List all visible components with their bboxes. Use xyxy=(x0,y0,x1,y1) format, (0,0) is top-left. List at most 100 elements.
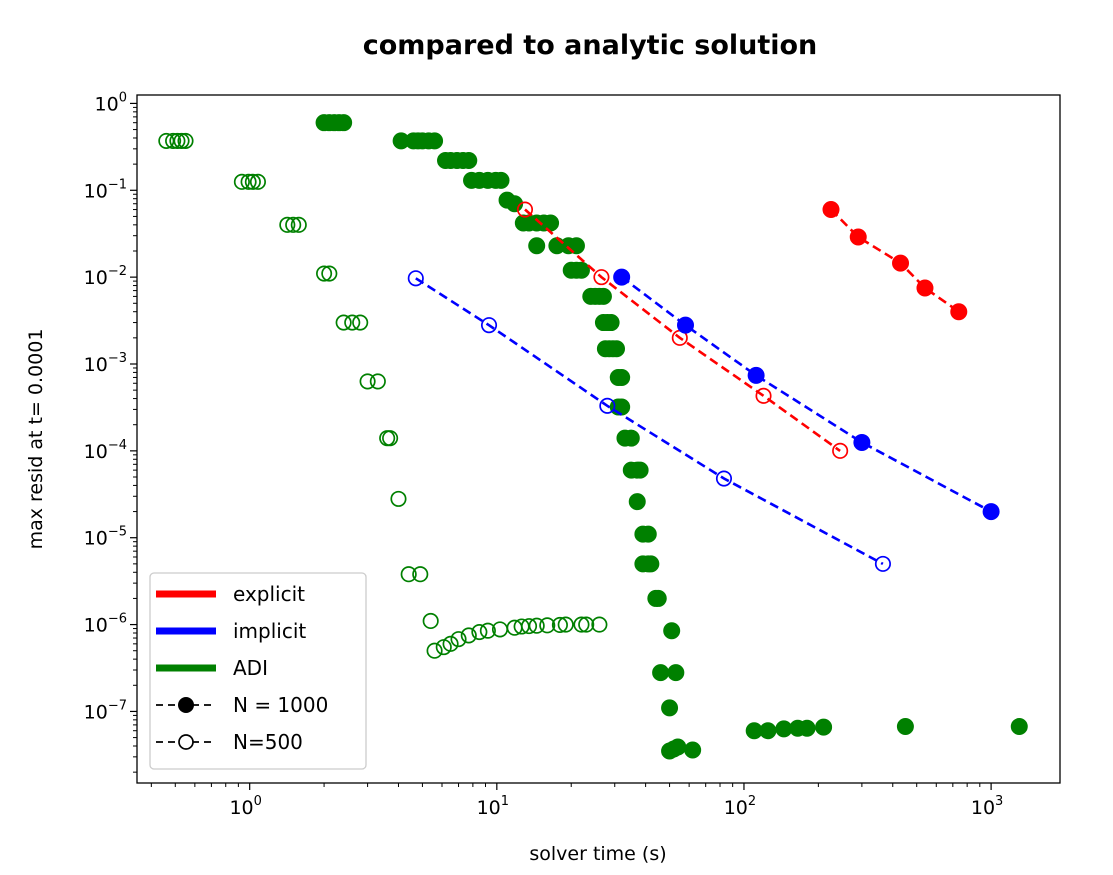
data-point xyxy=(165,132,182,149)
data-point xyxy=(759,722,777,740)
series-implicit-n1000 xyxy=(613,268,1000,521)
legend: explicit implicit ADI N = 1000 N=500 xyxy=(149,572,367,770)
legend-label: explicit xyxy=(233,582,305,606)
data-point xyxy=(480,317,498,334)
data-point xyxy=(321,265,338,282)
data-point xyxy=(492,171,510,189)
data-point xyxy=(369,373,386,390)
data-point xyxy=(599,397,616,414)
data-point xyxy=(528,237,546,255)
data-point xyxy=(542,214,560,232)
data-point xyxy=(853,433,871,451)
data-point xyxy=(755,387,772,404)
plot-frame xyxy=(136,94,1061,784)
data-point xyxy=(652,664,670,682)
data-point xyxy=(916,279,934,297)
data-point xyxy=(335,114,353,132)
data-point xyxy=(422,612,439,630)
data-point xyxy=(663,622,681,640)
series-implicit-n500 xyxy=(407,270,891,572)
chart-title: compared to analytic solution xyxy=(363,30,818,61)
data-point xyxy=(442,635,459,652)
data-point xyxy=(815,718,833,736)
data-point xyxy=(608,340,626,358)
legend-item: implicit xyxy=(156,619,306,643)
data-point xyxy=(667,664,685,682)
data-point xyxy=(407,270,424,287)
data-point xyxy=(982,503,1000,521)
data-point xyxy=(822,201,840,219)
data-point xyxy=(471,624,488,641)
x-axis-label: solver time (s) xyxy=(529,843,666,865)
y-axis-label: max resid at t= 0.0001 xyxy=(25,329,47,550)
data-point xyxy=(572,261,590,279)
data-point xyxy=(412,566,429,583)
data-point xyxy=(1010,718,1028,736)
data-point xyxy=(950,303,968,321)
y-tick-label: 10−3 xyxy=(84,351,127,376)
legend-box xyxy=(149,572,367,770)
data-point xyxy=(352,314,369,331)
data-point xyxy=(382,430,399,447)
data-point xyxy=(285,216,302,233)
legend-item: N=500 xyxy=(156,730,303,754)
x-tick-label: 100 xyxy=(229,794,261,819)
data-point xyxy=(279,216,296,233)
y-tick-label: 10−1 xyxy=(84,177,127,202)
series-line xyxy=(415,277,884,566)
y-tick-label: 10−4 xyxy=(84,438,127,463)
data-point xyxy=(631,461,649,479)
data-point xyxy=(551,616,568,634)
legend-item: N = 1000 xyxy=(156,693,328,717)
data-point xyxy=(649,589,667,607)
axes: 100 101 102 103 100 10−1 10−2 10−3 10−4 10−5 10−6 1… xyxy=(84,90,1004,819)
data-point xyxy=(613,368,631,386)
data-point xyxy=(613,268,631,286)
data-point xyxy=(460,627,477,644)
data-point xyxy=(390,490,407,507)
data-point xyxy=(594,287,612,305)
series-explicit-n1000 xyxy=(822,201,968,321)
data-point xyxy=(335,314,352,331)
legend-item: explicit xyxy=(156,582,305,606)
data-point xyxy=(516,201,534,218)
y-tick-label: 10−7 xyxy=(84,698,127,723)
data-point xyxy=(528,617,545,634)
x-tick-label: 103 xyxy=(971,794,1003,819)
data-point xyxy=(426,132,444,150)
data-point xyxy=(520,618,538,635)
data-point xyxy=(593,269,610,286)
legend-marker xyxy=(178,734,194,750)
legend-label: N=500 xyxy=(233,730,303,754)
data-point xyxy=(896,718,914,736)
data-point xyxy=(591,616,608,633)
data-point xyxy=(639,525,657,543)
x-tick-label: 102 xyxy=(724,794,756,819)
y-tick-label: 10−6 xyxy=(84,612,127,637)
data-point xyxy=(602,314,620,332)
data-point xyxy=(244,173,261,190)
data-point xyxy=(622,429,640,447)
plot-area xyxy=(158,114,1028,760)
data-point xyxy=(240,173,257,190)
data-point xyxy=(849,228,867,246)
data-point xyxy=(316,265,333,282)
legend-label: implicit xyxy=(233,619,306,643)
data-point xyxy=(233,173,250,190)
data-point xyxy=(578,616,595,633)
data-point xyxy=(567,237,585,255)
data-point xyxy=(747,366,765,384)
data-point xyxy=(628,493,646,511)
data-point xyxy=(359,373,376,390)
data-point xyxy=(539,617,556,634)
series-line xyxy=(524,208,841,452)
data-point xyxy=(715,470,733,487)
data-point xyxy=(426,642,443,659)
data-point xyxy=(573,616,590,633)
data-point xyxy=(669,738,687,756)
data-point xyxy=(798,719,816,737)
data-point xyxy=(642,555,660,573)
data-point xyxy=(290,216,307,233)
series-adi-n1000 xyxy=(315,114,1028,760)
